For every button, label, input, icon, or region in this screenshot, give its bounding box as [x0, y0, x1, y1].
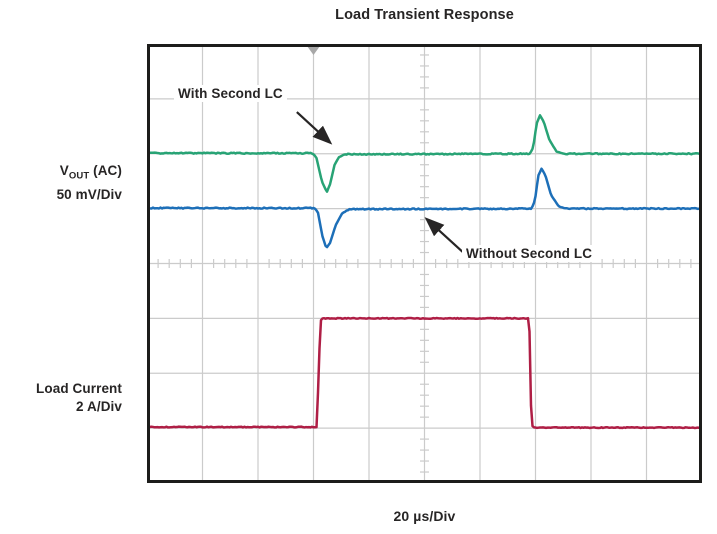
- trace-load-current: [147, 316, 702, 430]
- time-scale-label: 20 µs/Div: [393, 508, 456, 524]
- trace-with-second-lc: [147, 114, 702, 193]
- load-current-scale: 2 A/Div: [76, 399, 122, 414]
- arrow-with-second-lc: [296, 111, 333, 145]
- vout-axis-label: VOUT (AC) 50 mV/Div: [12, 162, 122, 204]
- annotation-without-second-lc: Without Second LC: [462, 245, 597, 262]
- load-current-axis-label: Load Current 2 A/Div: [12, 380, 122, 416]
- arrow-without-second-lc: [424, 217, 465, 254]
- scope-graticule-and-traces: [147, 44, 702, 483]
- vout-scale: 50 mV/Div: [56, 186, 122, 202]
- trigger-marker-icon: [307, 46, 320, 55]
- vout-symbol: V: [59, 163, 69, 178]
- vout-coupling: (AC): [93, 163, 122, 178]
- annotation-with-second-lc: With Second LC: [174, 85, 287, 102]
- load-current-name: Load Current: [36, 381, 122, 396]
- vout-subscript: OUT: [68, 170, 90, 182]
- plot-border: [147, 44, 702, 483]
- trace-without-second-lc: [147, 167, 702, 249]
- vout-signal-name: VOUT (AC): [12, 162, 122, 186]
- chart-title: Load Transient Response: [335, 7, 514, 23]
- oscilloscope-plot: [147, 44, 702, 483]
